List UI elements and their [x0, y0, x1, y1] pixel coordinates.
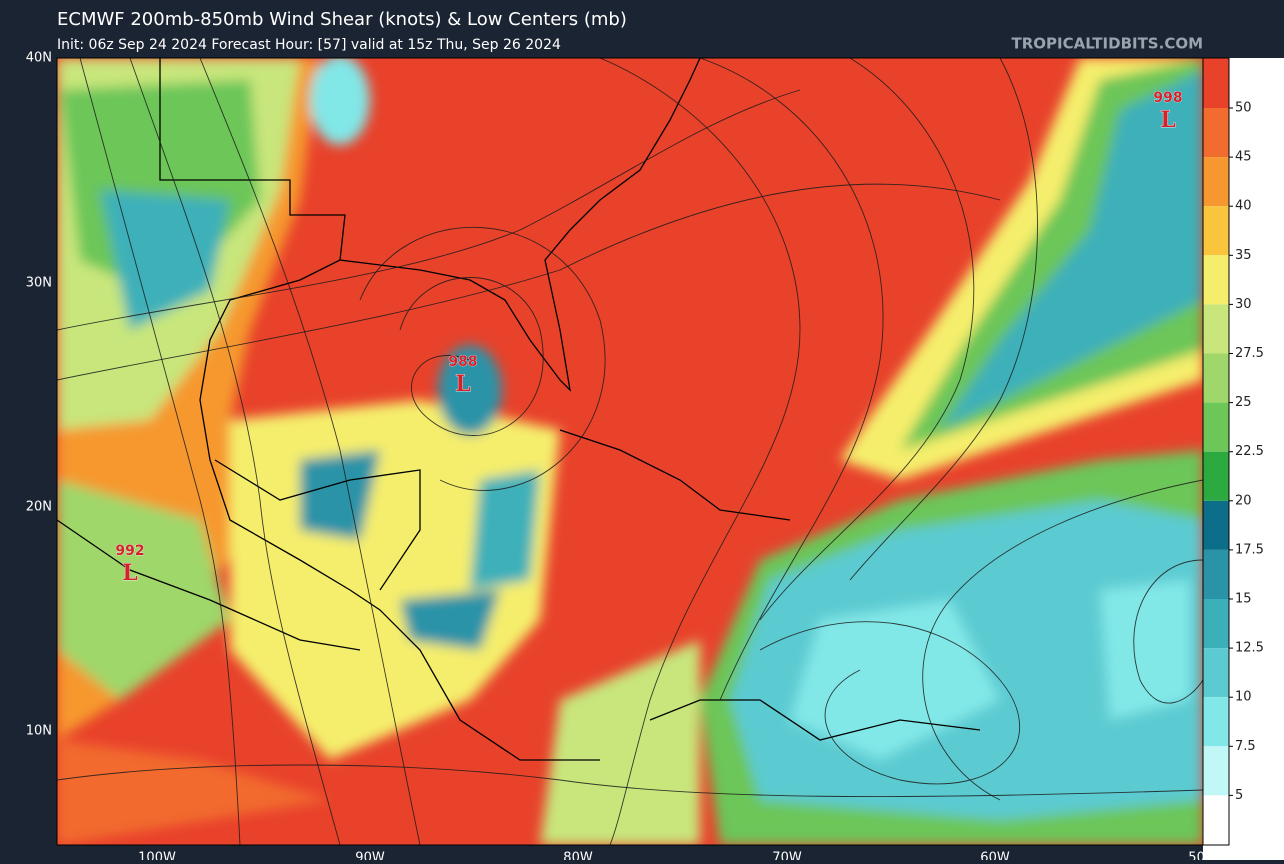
- shear-field: [57, 58, 1203, 845]
- colorbar-segment: [1203, 697, 1229, 747]
- low-pressure: 992: [115, 543, 144, 559]
- lon-label: 100W: [138, 851, 176, 861]
- colorbar-label: 50: [1235, 101, 1252, 116]
- subtitle: Init: 06z Sep 24 2024 Forecast Hour: [57…: [57, 37, 561, 53]
- lat-label: 30N: [26, 276, 52, 291]
- low-symbol: L: [1160, 107, 1175, 133]
- lon-label: 60W: [980, 851, 1010, 861]
- source: TROPICALTIDBITS.COM: [1012, 35, 1204, 53]
- colorbar-segment: [1203, 549, 1229, 599]
- colorbar-segment: [1203, 108, 1229, 158]
- colorbar-segment: [1203, 451, 1229, 501]
- colorbar-label: 22.5: [1235, 444, 1264, 459]
- colorbar-segment: [1203, 599, 1229, 649]
- colorbar-segment: [1203, 206, 1229, 256]
- colorbar-segment: [1203, 157, 1229, 207]
- colorbar-segment: [1203, 304, 1229, 354]
- lat-label: 40N: [26, 51, 52, 66]
- colorbar-segment: [1203, 255, 1229, 305]
- colorbar-segment: [1203, 648, 1229, 698]
- low-symbol: L: [455, 371, 470, 397]
- low-symbol: L: [122, 560, 137, 586]
- colorbar-label: 35: [1235, 248, 1252, 263]
- lon-label: 70W: [772, 851, 802, 861]
- streamlines: [57, 58, 1203, 845]
- low-pressure: 998: [1153, 90, 1182, 106]
- colorbar-segment: [1203, 795, 1229, 845]
- colorbar-segment: [1203, 58, 1229, 108]
- map: [57, 58, 1203, 845]
- lon-label: 90W: [355, 851, 385, 861]
- colorbar-label: 12.5: [1235, 641, 1264, 656]
- low-pressure: 988: [448, 354, 477, 370]
- colorbar-label: 30: [1235, 297, 1252, 312]
- colorbar-label: 25: [1235, 395, 1252, 410]
- colorbar-segment: [1203, 746, 1229, 796]
- colorbar-label: 45: [1235, 150, 1252, 165]
- colorbar-segment: [1203, 402, 1229, 452]
- colorbar-label: 20: [1235, 493, 1252, 508]
- lat-label: 10N: [26, 724, 52, 739]
- colorbar-label: 27.5: [1235, 346, 1264, 361]
- title: ECMWF 200mb-850mb Wind Shear (knots) & L…: [57, 9, 627, 30]
- colorbar-label: 10: [1235, 690, 1252, 705]
- colorbar-segment: [1203, 500, 1229, 550]
- lon-label: 80W: [563, 851, 593, 861]
- colorbar-label: 40: [1235, 199, 1252, 214]
- colorbar-label: 17.5: [1235, 542, 1264, 557]
- colorbar: 50 45 40 35 30 27.5 25 22.5 20 17.5 15 12.5 10 7.5 5: [1202, 57, 1284, 860]
- lat-label: 20N: [26, 500, 52, 515]
- colorbar-label: 7.5: [1235, 739, 1256, 754]
- colorbar-segment: [1203, 353, 1229, 403]
- colorbar-label: 5: [1235, 788, 1243, 803]
- colorbar-label: 15: [1235, 592, 1252, 607]
